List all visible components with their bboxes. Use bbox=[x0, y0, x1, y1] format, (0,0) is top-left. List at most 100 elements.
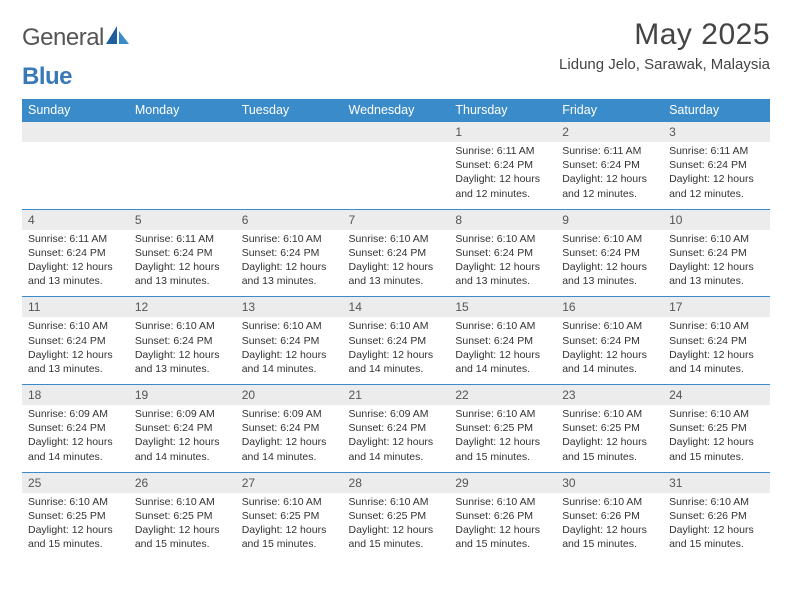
dow-wednesday: Wednesday bbox=[343, 99, 450, 122]
day-number-cell: 8 bbox=[449, 210, 556, 230]
day-number-cell: 18 bbox=[22, 385, 129, 405]
day-number-cell: 14 bbox=[343, 297, 450, 317]
sunset-text: Sunset: 6:24 PM bbox=[562, 334, 657, 348]
week-daynum-row: 11121314151617 bbox=[22, 297, 770, 317]
daylight-text: Daylight: 12 hours and 12 minutes. bbox=[669, 172, 764, 200]
calendar-table: Sunday Monday Tuesday Wednesday Thursday… bbox=[22, 99, 770, 559]
week-detail-row: Sunrise: 6:11 AMSunset: 6:24 PMDaylight:… bbox=[22, 230, 770, 297]
daylight-text: Daylight: 12 hours and 14 minutes. bbox=[242, 348, 337, 376]
sunset-text: Sunset: 6:24 PM bbox=[135, 246, 230, 260]
day-number-cell: 21 bbox=[343, 385, 450, 405]
day-number-cell: 9 bbox=[556, 210, 663, 230]
sunrise-text: Sunrise: 6:10 AM bbox=[562, 319, 657, 333]
sunrise-text: Sunrise: 6:10 AM bbox=[242, 319, 337, 333]
day-detail-cell: Sunrise: 6:10 AMSunset: 6:25 PMDaylight:… bbox=[449, 405, 556, 472]
daylight-text: Daylight: 12 hours and 13 minutes. bbox=[135, 348, 230, 376]
day-number-cell: 29 bbox=[449, 473, 556, 493]
day-number-cell: 15 bbox=[449, 297, 556, 317]
day-detail-cell: Sunrise: 6:10 AMSunset: 6:25 PMDaylight:… bbox=[129, 493, 236, 560]
sunset-text: Sunset: 6:24 PM bbox=[28, 246, 123, 260]
sunset-text: Sunset: 6:25 PM bbox=[455, 421, 550, 435]
daylight-text: Daylight: 12 hours and 15 minutes. bbox=[135, 523, 230, 551]
sunrise-text: Sunrise: 6:10 AM bbox=[28, 319, 123, 333]
day-number-cell: 23 bbox=[556, 385, 663, 405]
day-detail-cell bbox=[343, 142, 450, 209]
daylight-text: Daylight: 12 hours and 15 minutes. bbox=[349, 523, 444, 551]
day-detail-cell: Sunrise: 6:10 AMSunset: 6:26 PMDaylight:… bbox=[556, 493, 663, 560]
daylight-text: Daylight: 12 hours and 14 minutes. bbox=[28, 435, 123, 463]
sunrise-text: Sunrise: 6:09 AM bbox=[242, 407, 337, 421]
day-number-cell: 4 bbox=[22, 210, 129, 230]
sunset-text: Sunset: 6:24 PM bbox=[135, 334, 230, 348]
day-number-cell: 26 bbox=[129, 473, 236, 493]
day-number-cell: 22 bbox=[449, 385, 556, 405]
day-detail-cell: Sunrise: 6:10 AMSunset: 6:25 PMDaylight:… bbox=[663, 405, 770, 472]
day-number-cell: 16 bbox=[556, 297, 663, 317]
day-number-cell: 19 bbox=[129, 385, 236, 405]
day-number-cell: 12 bbox=[129, 297, 236, 317]
day-detail-cell: Sunrise: 6:10 AMSunset: 6:24 PMDaylight:… bbox=[556, 317, 663, 384]
sunset-text: Sunset: 6:24 PM bbox=[455, 246, 550, 260]
week-detail-row: Sunrise: 6:11 AM Sunset: 6:24 PM Daylight:… bbox=[22, 142, 770, 209]
calendar-body: 123Sunrise: 6:11 AMSunset: 6:24 PMDaylig… bbox=[22, 122, 770, 559]
brand-sail-icon bbox=[106, 26, 130, 51]
week-daynum-row: 123 bbox=[22, 122, 770, 142]
day-number-cell: 27 bbox=[236, 473, 343, 493]
day-detail-cell: Sunrise: 6:09 AMSunset: 6:24 PMDaylight:… bbox=[129, 405, 236, 472]
day-number-cell bbox=[343, 122, 450, 142]
brand-part2: Blue bbox=[22, 63, 72, 91]
location-text: Lidung Jelo, Sarawak, Malaysia bbox=[559, 56, 770, 73]
sunset-text: Sunset: 6:24 PM bbox=[349, 334, 444, 348]
sunset-text: Sunset: 6:24 PM bbox=[455, 158, 550, 172]
daylight-text: Daylight: 12 hours and 14 minutes. bbox=[562, 348, 657, 376]
day-number-cell: 3 bbox=[663, 122, 770, 142]
sunset-text: Sunset: 6:24 PM bbox=[28, 334, 123, 348]
week-detail-row: Sunrise: 6:10 AMSunset: 6:24 PMDaylight:… bbox=[22, 317, 770, 384]
sunset-text: Sunset: 6:24 PM bbox=[349, 246, 444, 260]
sunrise-text: Sunrise: 6:09 AM bbox=[349, 407, 444, 421]
sunrise-text: Sunrise: 6:10 AM bbox=[349, 495, 444, 509]
day-number-cell: 2 bbox=[556, 122, 663, 142]
day-number-cell: 6 bbox=[236, 210, 343, 230]
day-number-cell: 7 bbox=[343, 210, 450, 230]
day-number-cell: 5 bbox=[129, 210, 236, 230]
sunset-text: Sunset: 6:25 PM bbox=[669, 421, 764, 435]
dow-thursday: Thursday bbox=[449, 99, 556, 122]
day-number-cell: 28 bbox=[343, 473, 450, 493]
sunset-text: Sunset: 6:25 PM bbox=[562, 421, 657, 435]
day-number-cell bbox=[22, 122, 129, 142]
daylight-text: Daylight: 12 hours and 14 minutes. bbox=[669, 348, 764, 376]
sunrise-text: Sunrise: 6:10 AM bbox=[669, 319, 764, 333]
day-detail-cell bbox=[236, 142, 343, 209]
day-detail-cell: Sunrise: 6:10 AMSunset: 6:24 PMDaylight:… bbox=[343, 317, 450, 384]
day-detail-cell: Sunrise: 6:09 AMSunset: 6:24 PMDaylight:… bbox=[236, 405, 343, 472]
sunrise-text: Sunrise: 6:10 AM bbox=[669, 495, 764, 509]
daylight-text: Daylight: 12 hours and 15 minutes. bbox=[28, 523, 123, 551]
sunset-text: Sunset: 6:24 PM bbox=[242, 246, 337, 260]
daylight-text: Daylight: 12 hours and 15 minutes. bbox=[562, 435, 657, 463]
daylight-text: Daylight: 12 hours and 14 minutes. bbox=[349, 348, 444, 376]
day-detail-cell: Sunrise: 6:10 AMSunset: 6:24 PMDaylight:… bbox=[663, 230, 770, 297]
day-number-cell: 31 bbox=[663, 473, 770, 493]
day-detail-cell: Sunrise: 6:10 AMSunset: 6:24 PMDaylight:… bbox=[449, 230, 556, 297]
day-number-cell: 30 bbox=[556, 473, 663, 493]
day-number-cell: 11 bbox=[22, 297, 129, 317]
day-detail-cell: Sunrise: 6:11 AMSunset: 6:24 PMDaylight:… bbox=[449, 142, 556, 209]
day-detail-cell: Sunrise: 6:11 AMSunset: 6:24 PMDaylight:… bbox=[556, 142, 663, 209]
sunrise-text: Sunrise: 6:09 AM bbox=[28, 407, 123, 421]
week-daynum-row: 18192021222324 bbox=[22, 385, 770, 405]
day-detail-cell: Sunrise: 6:10 AMSunset: 6:24 PMDaylight:… bbox=[343, 230, 450, 297]
sunset-text: Sunset: 6:26 PM bbox=[669, 509, 764, 523]
sunrise-text: Sunrise: 6:10 AM bbox=[349, 319, 444, 333]
sunset-text: Sunset: 6:25 PM bbox=[242, 509, 337, 523]
sunrise-text: Sunrise: 6:10 AM bbox=[242, 495, 337, 509]
day-number-cell: 1 bbox=[449, 122, 556, 142]
day-detail-cell: Sunrise: 6:11 AMSunset: 6:24 PMDaylight:… bbox=[129, 230, 236, 297]
daylight-text: Daylight: 12 hours and 13 minutes. bbox=[349, 260, 444, 288]
day-number-cell bbox=[129, 122, 236, 142]
day-of-week-row: Sunday Monday Tuesday Wednesday Thursday… bbox=[22, 99, 770, 122]
sunrise-text: Sunrise: 6:11 AM bbox=[669, 144, 764, 158]
brand-part1: General bbox=[22, 24, 104, 52]
day-number-cell: 24 bbox=[663, 385, 770, 405]
day-detail-cell: Sunrise: 6:10 AMSunset: 6:24 PMDaylight:… bbox=[129, 317, 236, 384]
